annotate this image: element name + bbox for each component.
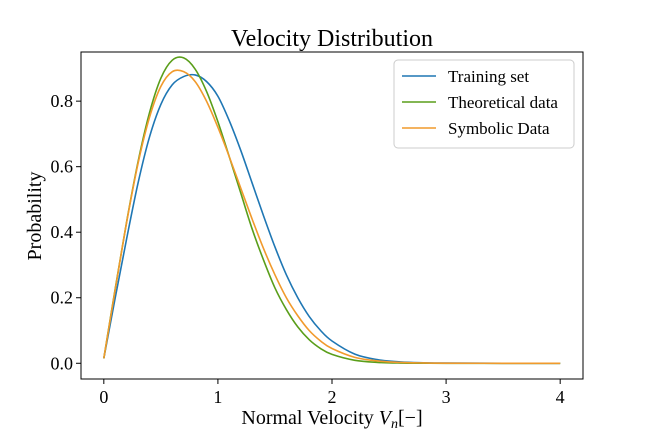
y-tick-label: 0.2 — [51, 288, 74, 308]
y-tick-label: 0.4 — [51, 222, 74, 242]
x-tick-label: 1 — [213, 387, 222, 407]
series-line-theoretical-data — [103, 56, 561, 365]
y-tick-label: 0.6 — [51, 157, 74, 177]
x-axis-label-unit: [−] — [398, 407, 423, 429]
legend-label: Symbolic Data — [448, 119, 550, 138]
x-axis-label: Normal Velocity Vn[−] — [241, 407, 422, 432]
x-tick-label: 0 — [99, 387, 108, 407]
y-tick-label: 0.8 — [51, 91, 74, 111]
x-axis-label-variable: V — [379, 407, 394, 429]
x-tick-label: 4 — [556, 387, 565, 407]
series-layer — [103, 56, 561, 365]
y-axis: 0.0 0.2 0.4 0.6 0.8 — [51, 91, 81, 373]
chart-title: Velocity Distribution — [231, 26, 433, 52]
legend-label: Training set — [448, 67, 529, 86]
legend-label: Theoretical data — [448, 93, 558, 112]
legend: Training set Theoretical data Symbolic Dat… — [393, 59, 575, 149]
y-tick-label: 0.0 — [51, 353, 74, 373]
series-line-symbolic-data — [103, 69, 561, 365]
x-tick-label: 3 — [442, 387, 451, 407]
y-axis-label: Probability — [24, 172, 46, 261]
x-axis-label-text: Normal Velocity — [241, 407, 378, 429]
x-tick-label: 2 — [328, 387, 337, 407]
x-axis: 0 1 2 3 4 — [99, 379, 565, 407]
x-axis-label-subscript: n — [391, 417, 398, 432]
legend-box — [393, 59, 575, 149]
